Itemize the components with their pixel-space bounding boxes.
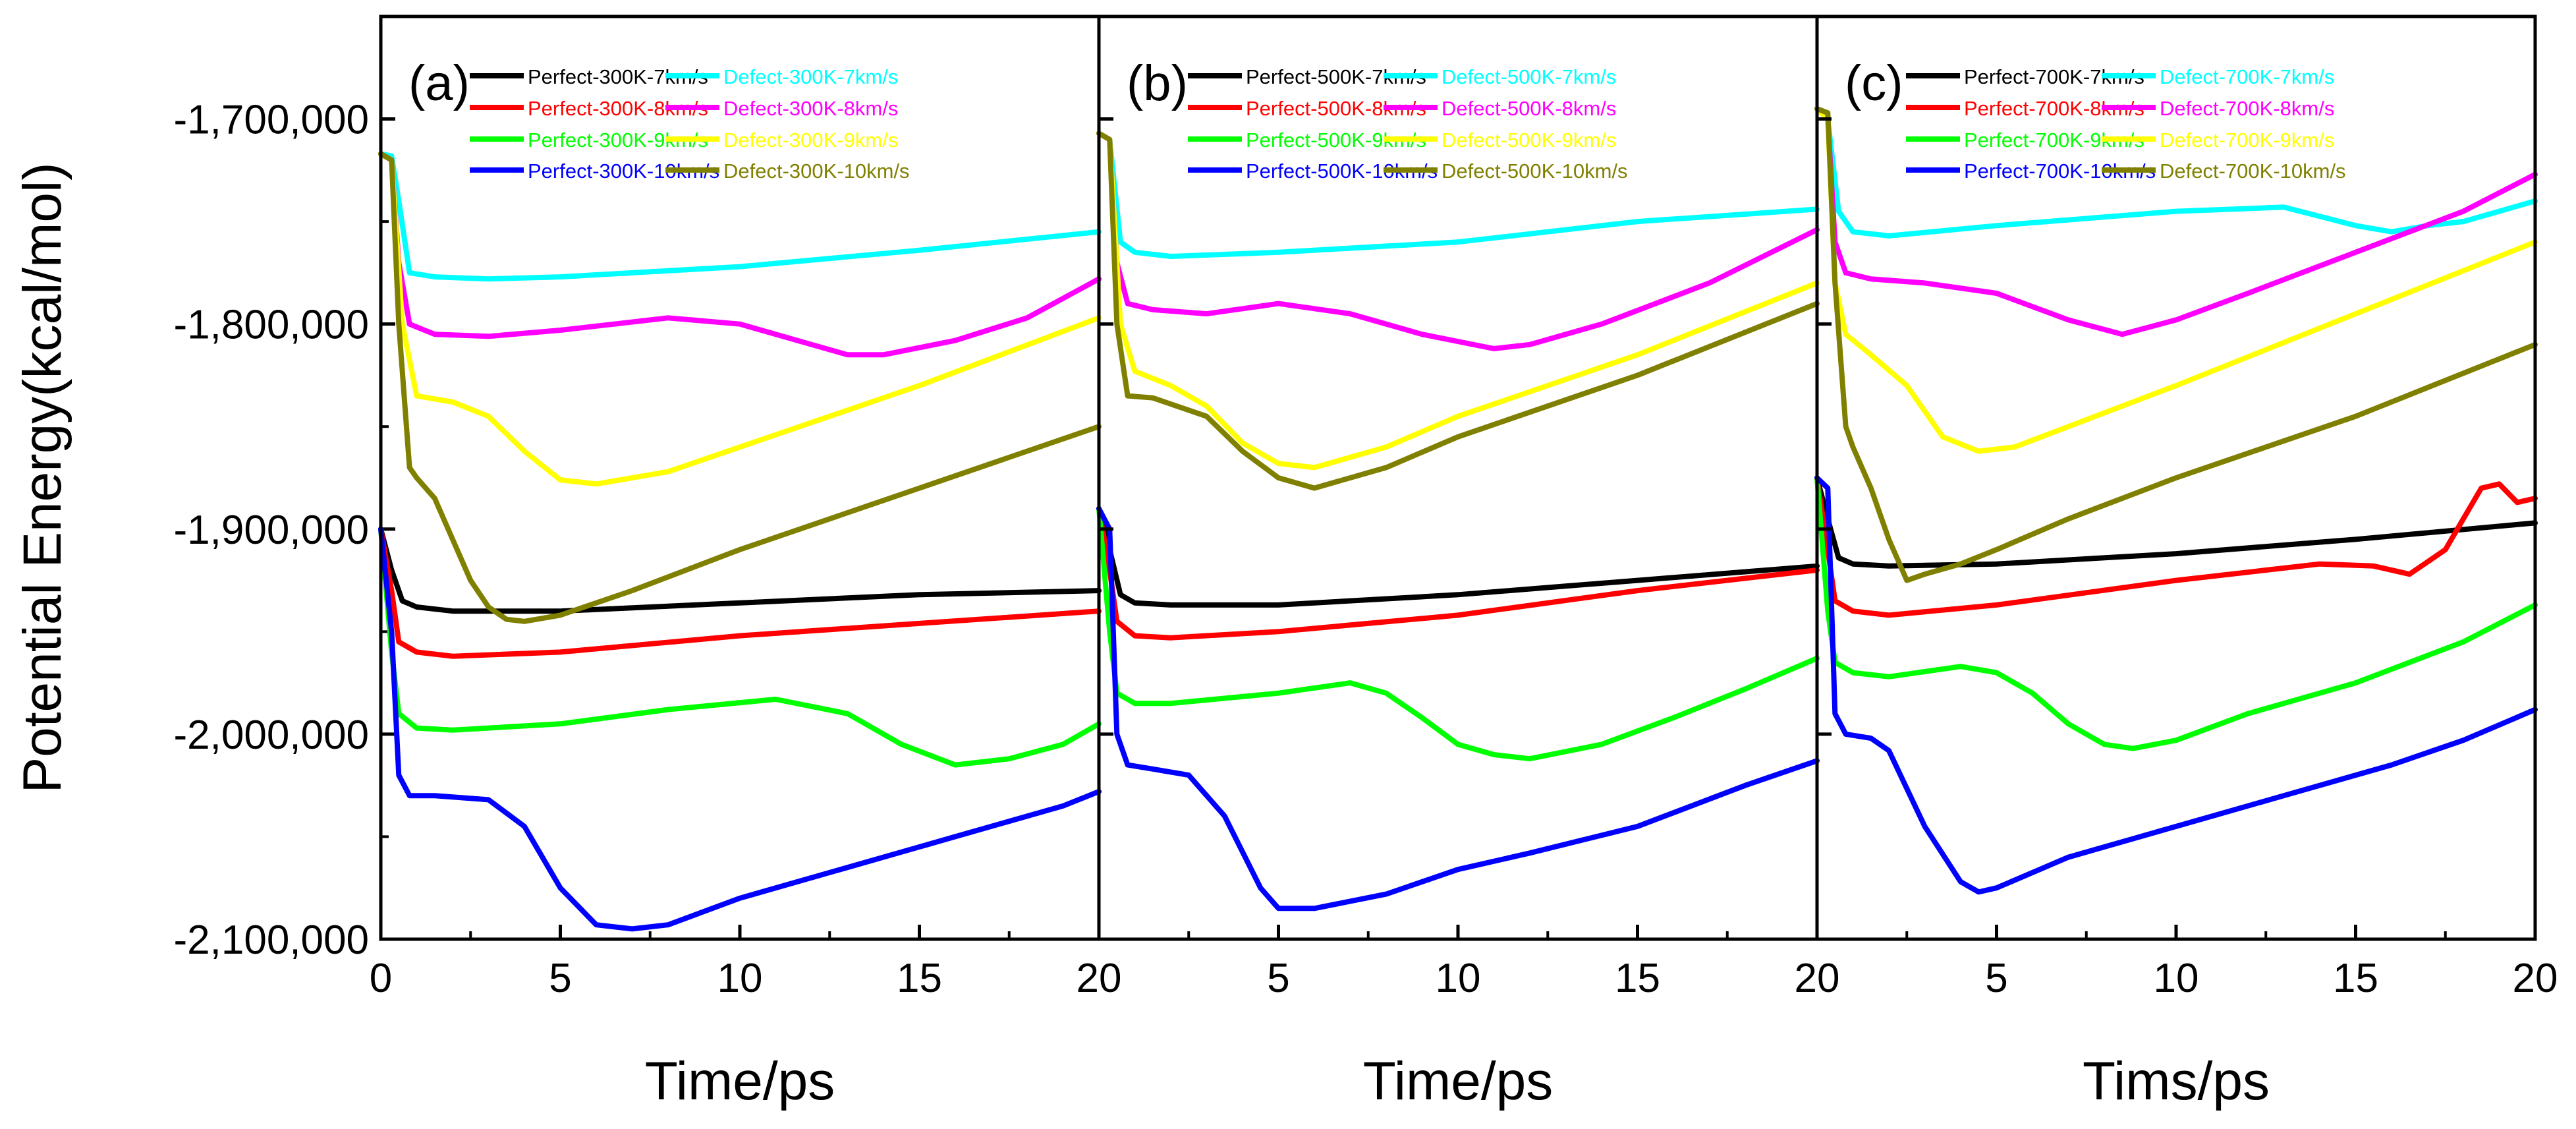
series-line <box>378 151 1102 624</box>
series-line <box>1096 506 1820 912</box>
y-tick-label: -2,000,000 <box>174 712 369 758</box>
legend-label: Defect-500K-8km/s <box>1442 97 1616 120</box>
series-line <box>378 526 1102 932</box>
series-line <box>1814 475 2538 895</box>
legend-label: Defect-500K-7km/s <box>1442 65 1616 88</box>
x-tick-label: 15 <box>2333 956 2378 1001</box>
x-tick-label: 15 <box>1615 956 1660 1001</box>
legend-label: Defect-700K-8km/s <box>2160 97 2334 120</box>
legend-label: Defect-700K-10km/s <box>2160 159 2346 183</box>
y-tick-label: -1,900,000 <box>174 507 369 553</box>
y-tick-label: -1,700,000 <box>174 98 369 143</box>
x-tick-label: 20 <box>1795 956 1840 1001</box>
series-line <box>1814 106 2538 337</box>
series-line <box>1096 130 1820 491</box>
series-line <box>378 151 1102 487</box>
x-tick-label: 20 <box>2513 956 2558 1001</box>
series-line <box>1814 475 2538 569</box>
y-axis-title: Potential Energy(kcal/mol) <box>13 162 72 793</box>
x-tick-label: 0 <box>370 956 392 1001</box>
legend-label: Defect-500K-9km/s <box>1442 129 1616 152</box>
series-line <box>1096 130 1820 471</box>
panel-label: (b) <box>1127 55 1188 111</box>
x-tick-label: 5 <box>1985 956 2007 1001</box>
panel-label: (c) <box>1845 55 1903 111</box>
legend-label: Defect-500K-10km/s <box>1442 159 1628 183</box>
legend-label: Defect-300K-10km/s <box>723 159 910 183</box>
series-line <box>378 526 1102 659</box>
legend-label: Defect-700K-9km/s <box>2160 129 2334 152</box>
series-line <box>1814 106 2538 583</box>
x-tick-label: 20 <box>1077 956 1122 1001</box>
legend-label: Defect-700K-7km/s <box>2160 65 2334 88</box>
legend-label: Defect-300K-7km/s <box>723 65 898 88</box>
x-axis-title: Time/ps <box>645 1051 835 1111</box>
series-line <box>1814 475 2538 751</box>
x-tick-label: 10 <box>717 956 763 1001</box>
series-line <box>1814 475 2538 618</box>
x-tick-label: 10 <box>1436 956 1481 1001</box>
series-line <box>378 151 1102 358</box>
x-tick-label: 5 <box>549 956 571 1001</box>
legend-label: Defect-300K-8km/s <box>723 97 898 120</box>
x-tick-label: 5 <box>1267 956 1289 1001</box>
legend-label: Defect-300K-9km/s <box>723 129 898 152</box>
series-line <box>1096 130 1820 259</box>
series-line <box>378 526 1102 614</box>
x-tick-label: 15 <box>897 956 942 1001</box>
x-tick-label: 10 <box>2154 956 2199 1001</box>
series-line <box>378 526 1102 768</box>
panel-label: (a) <box>408 55 470 111</box>
x-axis-title: Tims/ps <box>2083 1051 2270 1111</box>
y-tick-label: -1,800,000 <box>174 303 369 348</box>
y-tick-label: -2,100,000 <box>174 917 369 963</box>
x-axis-title: Time/ps <box>1363 1051 1554 1111</box>
series-line <box>1096 506 1820 762</box>
series-line <box>1096 506 1820 608</box>
